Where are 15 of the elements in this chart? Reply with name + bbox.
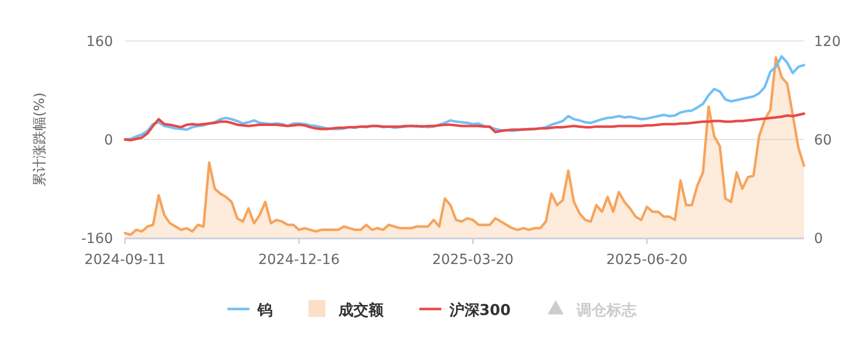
line-series: [124, 112, 806, 142]
y-tick-label: 160: [86, 34, 113, 50]
x-tick-label: 2024-12-16: [258, 252, 340, 268]
x-tick-label: 2025-03-20: [432, 252, 514, 268]
y2-tick-label: 0: [814, 231, 823, 247]
legend-label: 成交额: [337, 301, 384, 319]
y2-tick-label: 120: [814, 34, 841, 50]
y2-tick-label: 60: [814, 132, 832, 148]
legend-label: 钨: [256, 301, 272, 319]
y-tick-label: -160: [81, 231, 113, 247]
x-tick-label: 2025-06-20: [606, 252, 688, 268]
legend-label: 沪深300: [448, 301, 511, 319]
y-tick-label: 0: [104, 132, 113, 148]
x-tick-label: 2024-09-11: [84, 252, 166, 268]
y-axis-title: 累计涨跌幅(%): [32, 92, 48, 187]
